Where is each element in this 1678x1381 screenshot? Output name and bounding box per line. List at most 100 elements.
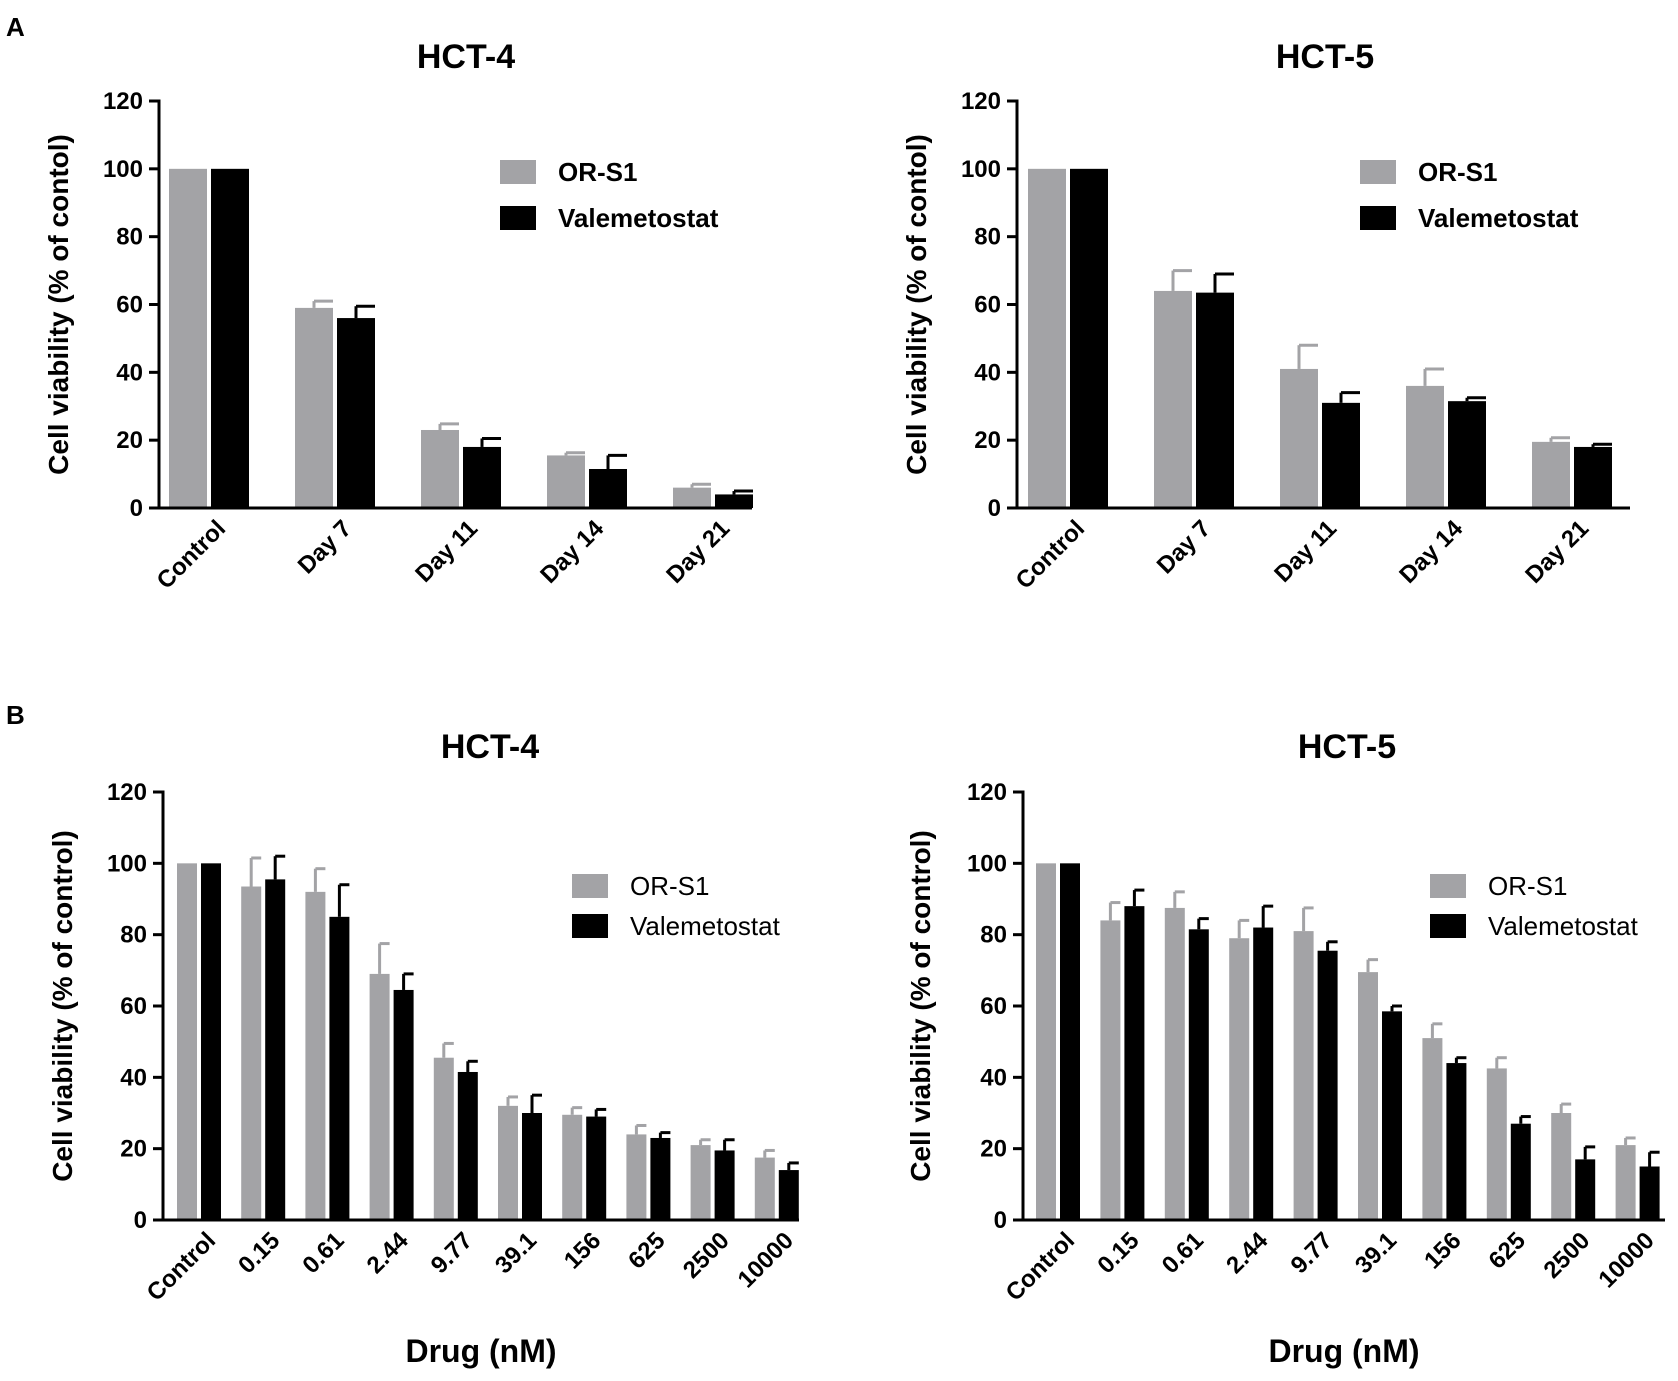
y-tick-label: 80 bbox=[120, 922, 147, 949]
bar-valemetostat bbox=[1510, 1123, 1531, 1220]
bar-valemetostat bbox=[1448, 401, 1486, 508]
bar-or-s1 bbox=[433, 1057, 454, 1220]
bar-or-s1 bbox=[241, 886, 262, 1220]
y-tick-label: 120 bbox=[107, 779, 147, 806]
x-tick-label: 9.77 bbox=[426, 1227, 478, 1279]
y-axis-label: Cell viability (% of control) bbox=[905, 830, 936, 1182]
y-axis-label: Cell viability (% of contol) bbox=[43, 134, 74, 475]
bar-or-s1 bbox=[547, 455, 585, 508]
y-tick-label: 120 bbox=[103, 88, 143, 115]
y-tick-label: 80 bbox=[974, 224, 1001, 251]
legend: OR-S1 Valemetostat bbox=[1430, 871, 1639, 941]
y-axis-label: Cell viability (% of contol) bbox=[901, 134, 932, 475]
bar-valemetostat bbox=[329, 916, 350, 1220]
y-tick-label: 40 bbox=[116, 359, 143, 386]
bar-valemetostat bbox=[201, 863, 221, 1220]
chart-title: HCT-4 bbox=[441, 728, 539, 766]
bar-or-s1 bbox=[1358, 972, 1378, 1220]
legend-label: OR-S1 bbox=[630, 871, 709, 901]
chart-1: HCT-4 Cell viability (% of contol) 0 20 40 60… bbox=[43, 38, 753, 594]
x-tick-label: 2500 bbox=[678, 1227, 735, 1284]
bar-valemetostat bbox=[463, 446, 501, 508]
x-tick-label: Control bbox=[1011, 515, 1090, 594]
y-tick-label: 60 bbox=[120, 993, 147, 1020]
bar-or-s1 bbox=[626, 1134, 647, 1220]
bar-valemetostat bbox=[778, 1170, 799, 1220]
legend-label: Valemetostat bbox=[1488, 911, 1639, 941]
bar-valemetostat bbox=[1253, 927, 1274, 1220]
bar-valemetostat bbox=[522, 1113, 542, 1220]
x-tick-label: 0.61 bbox=[1157, 1227, 1209, 1279]
bar-or-s1 bbox=[1036, 863, 1056, 1220]
bar-or-s1 bbox=[1551, 1113, 1572, 1220]
bar-or-s1 bbox=[421, 429, 459, 508]
y-tick-label: 100 bbox=[107, 850, 147, 877]
x-tick-label: 39.1 bbox=[490, 1227, 542, 1279]
panel-label-a: A bbox=[6, 12, 25, 42]
y-tick-label: 120 bbox=[967, 779, 1007, 806]
bar-or-s1 bbox=[1280, 368, 1318, 508]
bar-valemetostat bbox=[1639, 1166, 1660, 1220]
legend-swatch bbox=[572, 874, 608, 898]
bar-valemetostat bbox=[1060, 863, 1080, 1220]
legend-swatch bbox=[572, 914, 608, 938]
bar-valemetostat bbox=[1317, 950, 1338, 1220]
bar-or-s1 bbox=[498, 1105, 518, 1220]
y-tick-label: 60 bbox=[974, 292, 1001, 319]
x-tick-label: 9.77 bbox=[1286, 1227, 1338, 1279]
x-tick-label: Day 21 bbox=[1520, 515, 1594, 589]
bar-valemetostat bbox=[1188, 929, 1209, 1220]
y-tick-label: 120 bbox=[961, 88, 1001, 115]
x-tick-label: Day 14 bbox=[1394, 515, 1468, 589]
x-tick-label: 156 bbox=[1419, 1227, 1466, 1274]
x-tick-label: 2.44 bbox=[362, 1227, 415, 1280]
bar-valemetostat bbox=[1575, 1159, 1596, 1220]
bar-valemetostat bbox=[589, 468, 627, 508]
bar-valemetostat bbox=[650, 1137, 671, 1220]
legend: OR-S1 Valemetostat bbox=[572, 871, 781, 941]
y-tick-label: 100 bbox=[967, 850, 1007, 877]
legend-swatch bbox=[1360, 160, 1396, 184]
legend-swatch bbox=[500, 206, 536, 230]
x-tick-label: Day 7 bbox=[1152, 515, 1216, 579]
bar-or-s1 bbox=[169, 168, 207, 509]
bar-or-s1 bbox=[1028, 168, 1066, 509]
legend-label: Valemetostat bbox=[1418, 203, 1579, 233]
x-tick-label: 2.44 bbox=[1221, 1227, 1274, 1280]
bar-or-s1 bbox=[754, 1157, 775, 1220]
legend-swatch bbox=[1430, 874, 1466, 898]
y-tick-label: 20 bbox=[974, 427, 1001, 454]
x-axis-label: Drug (nM) bbox=[405, 1333, 556, 1369]
y-tick-label: 80 bbox=[116, 224, 143, 251]
panel-label-b: B bbox=[6, 700, 25, 730]
bar-or-s1 bbox=[1532, 441, 1570, 508]
y-tick-label: 20 bbox=[980, 1136, 1007, 1163]
bar-valemetostat bbox=[1124, 906, 1145, 1220]
x-tick-label: 156 bbox=[559, 1227, 606, 1274]
bar-or-s1 bbox=[690, 1145, 711, 1220]
legend-label: Valemetostat bbox=[558, 203, 719, 233]
y-tick-label: 40 bbox=[120, 1064, 147, 1091]
legend-swatch bbox=[500, 160, 536, 184]
chart-2: HCT-5 Cell viability (% of contol) 0 20 40 60… bbox=[901, 38, 1630, 594]
bar-or-s1 bbox=[305, 891, 326, 1220]
x-tick-label: Control bbox=[142, 1227, 221, 1306]
bar-or-s1 bbox=[1154, 290, 1192, 508]
x-tick-label: 2500 bbox=[1538, 1227, 1595, 1284]
x-tick-label: Day 14 bbox=[535, 515, 609, 589]
y-tick-label: 0 bbox=[988, 495, 1001, 522]
bar-valemetostat bbox=[1446, 1063, 1467, 1220]
x-axis-label: Drug (nM) bbox=[1268, 1333, 1419, 1369]
bar-or-s1 bbox=[1100, 920, 1121, 1220]
bar-or-s1 bbox=[1293, 931, 1314, 1220]
x-tick-label: Day 7 bbox=[293, 515, 357, 579]
bar-or-s1 bbox=[1486, 1068, 1507, 1220]
bar-valemetostat bbox=[393, 989, 414, 1220]
chart-4: HCT-5 Cell viability (% of control) Drug (… bbox=[905, 728, 1665, 1369]
chart-title: HCT-5 bbox=[1276, 38, 1374, 76]
bar-or-s1 bbox=[1422, 1038, 1443, 1220]
y-tick-label: 80 bbox=[980, 922, 1007, 949]
x-tick-label: Day 21 bbox=[661, 515, 735, 589]
y-tick-label: 0 bbox=[130, 495, 143, 522]
